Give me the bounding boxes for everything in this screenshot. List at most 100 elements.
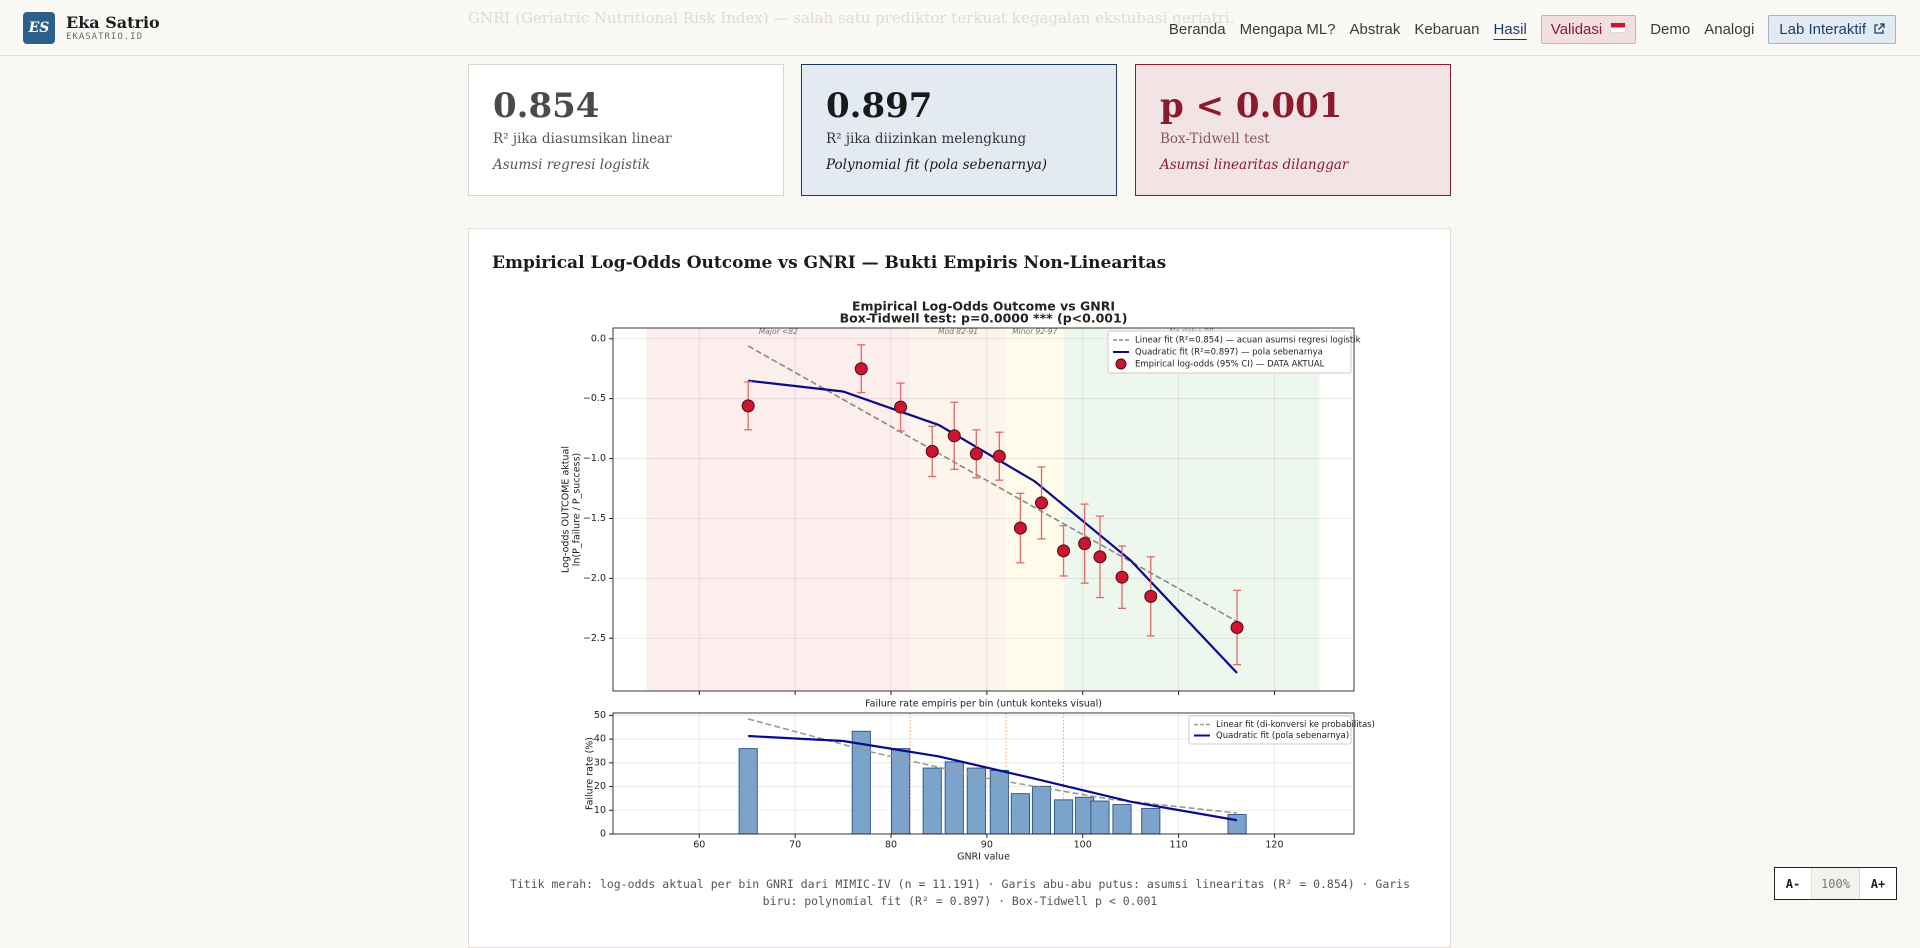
y-tick-label: 50: [594, 710, 606, 721]
bar: [1031, 785, 1052, 835]
bar: [966, 767, 986, 835]
zone-label: Minor 92-97: [1012, 327, 1057, 336]
stat-note: Polynomial fit (pola sebenarnya): [826, 157, 1048, 173]
nav-link[interactable]: Abstrak: [1349, 20, 1401, 38]
y-axis-label: ln(P_failure / P_success): [572, 453, 583, 566]
legend-label: Quadratic fit (pola sebenarnya): [1216, 731, 1349, 741]
zone: [1006, 328, 1064, 691]
x-axis-label: GNRI value: [957, 852, 1010, 863]
y-tick-label: 10: [594, 805, 606, 816]
plot-frame: [612, 712, 1355, 835]
bar: [1090, 800, 1110, 835]
fit-line: [747, 345, 1238, 623]
stat-label: R² jika diizinkan melengkung: [826, 131, 1027, 147]
legend-swatch: [1115, 358, 1127, 370]
y-tick-label: −2.5: [583, 633, 606, 644]
stat-label: R² jika diasumsikan linear: [493, 131, 672, 147]
zoom-in[interactable]: A+: [1870, 876, 1886, 891]
data-point: [1144, 589, 1158, 603]
chart: 0.0 −0.5 −1.0 −1.5 −2.0 −2.5 Major <82 Mod 82-9…: [561, 299, 1375, 863]
nav-link[interactable]: Mengapa ML?: [1239, 20, 1336, 38]
bar: [1053, 799, 1074, 835]
x-tick-label: 120: [1265, 840, 1283, 851]
stat-card: 0.897 R² jika diizinkan melengkung Polyn…: [801, 64, 1117, 196]
nav-button[interactable]: Validasi: [1540, 14, 1637, 44]
data-point: [1093, 550, 1107, 564]
scrolled-text: GNRI (Geriatric Nutritional Risk Index) …: [468, 9, 1235, 27]
y-axis-label: Failure rate (%): [585, 737, 596, 810]
data-point: [925, 444, 939, 458]
nav-link[interactable]: Kebaruan: [1414, 20, 1480, 38]
bar: [891, 748, 911, 835]
y-tick-label: 0.0: [591, 333, 606, 344]
data-point: [854, 362, 868, 376]
nav: Beranda Mengapa ML? Abstrak Kebaruan Has…: [1169, 14, 1896, 44]
x-tick-label: 60: [693, 840, 705, 851]
x-tick-label: 90: [981, 840, 993, 851]
chart-title: Empirical Log-Odds Outcome vs GNRI: [852, 299, 1115, 314]
chart-title: Failure rate empiris per bin (untuk kont…: [865, 699, 1102, 710]
figure-caption: Titik merah: log-odds aktual per bin GNR…: [509, 877, 1411, 908]
legend-box: [1188, 715, 1352, 745]
data-point: [1230, 621, 1244, 635]
nav-link[interactable]: Demo: [1650, 20, 1691, 38]
zone: [910, 328, 1007, 691]
data-point: [894, 400, 908, 414]
logo[interactable]: ES: [23, 12, 55, 44]
legend-label: Quadratic fit (R²=0.897) — pola sebenarn…: [1135, 348, 1323, 358]
bar: [922, 767, 942, 835]
x-tick-label: 80: [885, 840, 897, 851]
brand-domain: EKASATRIO.ID: [66, 32, 144, 42]
nav-label: Validasi: [1550, 20, 1603, 38]
data-point: [1115, 570, 1129, 584]
zone: [1063, 328, 1320, 691]
figure-title: Empirical Log-Odds Outcome vs GNRI — Buk…: [492, 253, 1167, 273]
x-tick-label: 100: [1074, 840, 1092, 851]
external-icon: [1874, 22, 1885, 34]
stat-value: 0.854: [493, 86, 600, 126]
zone-label: Major <82: [759, 327, 798, 336]
chart-subtitle: Box-Tidwell test: p=0.0000 *** (p<0.001): [840, 311, 1128, 326]
bar: [1141, 807, 1161, 835]
fit-line: [748, 379, 1238, 674]
nav-link[interactable]: Analogi: [1704, 20, 1755, 38]
legend-label: Empirical log-odds (95% CI) — DATA AKTUA…: [1135, 360, 1325, 370]
legend-box: [1107, 330, 1352, 374]
data-point: [992, 449, 1006, 463]
stat-card: 0.854 R² jika diasumsikan linear Asumsi …: [468, 64, 784, 196]
zoom-control: A- 100% A+: [1774, 867, 1897, 900]
legend-label: Linear fit (di-konversi ke probabilitas): [1216, 720, 1375, 730]
y-tick-label: −1.5: [583, 513, 606, 524]
y-tick-label: −1.0: [583, 453, 606, 464]
stat-label: Box-Tidwell test: [1160, 131, 1270, 147]
zoom-out[interactable]: A-: [1785, 876, 1801, 891]
y-tick-label: −2.0: [583, 573, 606, 584]
data-point: [1034, 496, 1048, 510]
nav-button[interactable]: Lab Interaktif: [1768, 14, 1896, 44]
bar: [1010, 793, 1030, 835]
bar: [738, 748, 758, 835]
stat-note: Asumsi regresi logistik: [493, 157, 651, 173]
zoom-level: 100%: [1811, 868, 1860, 899]
zone: [646, 328, 911, 691]
nav-label: Lab Interaktif: [1779, 20, 1866, 38]
brand-name[interactable]: Eka Satrio: [66, 13, 160, 32]
x-tick-label: 70: [789, 840, 801, 851]
legend-label: Linear fit (R²=0.854) — acuan asumsi reg…: [1135, 336, 1361, 346]
x-tick-label: 110: [1170, 840, 1188, 851]
y-tick-label: 40: [594, 734, 606, 745]
stat-value: 0.897: [826, 86, 933, 126]
nav-link[interactable]: Beranda: [1168, 20, 1226, 38]
nav-link[interactable]: Hasil: [1493, 20, 1527, 38]
bar: [1112, 804, 1132, 835]
zone-label: Mod 82-91: [938, 327, 978, 336]
data-point: [741, 399, 755, 413]
header: GNRI (Geriatric Nutritional Risk Index) …: [0, 0, 1920, 56]
plot-frame: [612, 327, 1355, 692]
bar: [1227, 814, 1247, 835]
y-tick-label: 0: [600, 829, 606, 840]
stat-card: p < 0.001 Box-Tidwell test Asumsi linear…: [1135, 64, 1451, 196]
data-point: [947, 429, 961, 443]
stat-value: p < 0.001: [1160, 86, 1343, 126]
